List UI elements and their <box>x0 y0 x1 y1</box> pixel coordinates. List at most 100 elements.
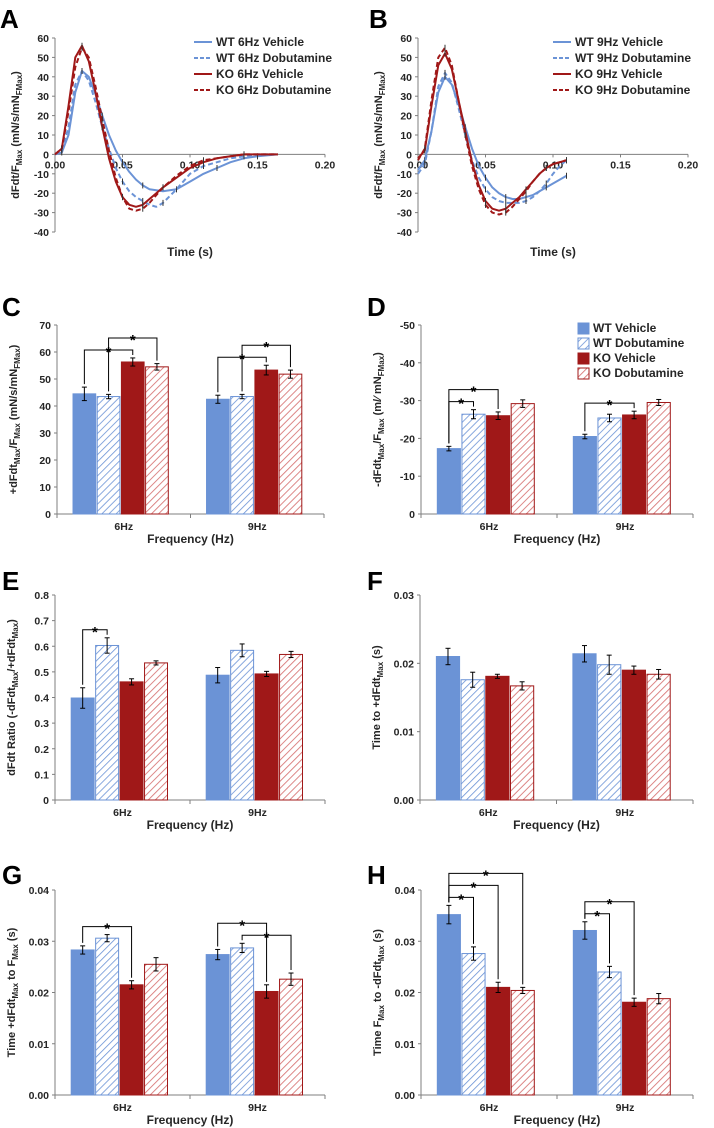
bar-d-4-2 <box>646 401 671 515</box>
bar-d-4-1 <box>510 403 535 515</box>
panel-e: E 0 0.1 0.2 0.3 0.4 0.5 0.6 0.7 0.8 6Hz 9Hz Frequenc… <box>2 566 326 832</box>
significance-star: * <box>458 396 464 413</box>
bar-e-2-2 <box>230 649 255 801</box>
legend-label: WT 9Hz Vehicle <box>575 35 663 49</box>
bar-h-3-1 <box>486 986 511 1096</box>
series-line-3 <box>417 52 567 212</box>
y-axis-label: dFdt/FMax (mN/s/mNFMax) <box>10 71 24 199</box>
bar-g-4-1 <box>144 963 169 1096</box>
panel-c: C 0 10 20 30 40 50 60 70 6Hz 9Hz Frequency (Hz) +dFd… <box>2 292 325 546</box>
x-tick-label: 9Hz <box>248 521 267 533</box>
y-tick-label: 0.3 <box>34 718 49 730</box>
y-tick-label: 60 <box>39 347 51 359</box>
bar-f-4-1 <box>509 685 535 801</box>
y-axis-label-text: Time +dFdtMax to FMax (s) <box>6 927 20 1057</box>
significance-star: * <box>607 896 613 913</box>
y-tick-label: 0.00 <box>29 1090 50 1102</box>
legend-label: WT 6Hz Vehicle <box>216 35 304 49</box>
x-tick-label: 6Hz <box>480 521 499 533</box>
y-axis-label: dFdt/FMax (mN/s/mNFMax) <box>373 71 387 199</box>
y-tick-label: 0.04 <box>29 885 50 897</box>
y-axis-label-text: -dFdtMax/FMax (m/∕ mNFMax) <box>372 352 386 487</box>
x-axis-label: Frequency (Hz) <box>514 1113 601 1127</box>
y-axis-label-text: dFdt/FMax (mN/s/mNFMax) <box>373 71 387 199</box>
bar-d-3-1 <box>486 415 511 515</box>
y-tick-label: 0 <box>45 509 51 521</box>
y-tick-label: -30 <box>400 396 415 408</box>
y-tick-label: 0 <box>43 149 49 161</box>
y-tick-label: -10 <box>397 169 412 181</box>
y-tick-label: 0.8 <box>34 590 49 602</box>
x-tick-label: 0.15 <box>610 159 631 171</box>
y-tick-label: 0.2 <box>34 744 49 756</box>
y-tick-label: 50 <box>37 52 49 64</box>
bar-d-2-2 <box>597 417 622 515</box>
y-axis-label: -dFdtMax/FMax (m/∕ mNFMax) <box>372 352 386 487</box>
y-tick-label: 0.5 <box>34 667 49 679</box>
y-tick-label: 40 <box>37 72 49 84</box>
bar-c-3-1 <box>120 361 145 515</box>
y-tick-label: -30 <box>34 208 49 220</box>
legend-label: KO 6Hz Vehicle <box>216 67 304 81</box>
legend-label: WT 6Hz Dobutamine <box>216 51 332 65</box>
y-tick-label: 50 <box>39 374 51 386</box>
y-tick-label: 0.01 <box>395 1039 416 1051</box>
x-axis-label: Time (s) <box>167 245 213 259</box>
y-tick-label: 60 <box>400 33 412 45</box>
significance-bracket <box>584 901 635 996</box>
significance-star: * <box>104 921 110 938</box>
bar-f-4-2 <box>646 673 671 801</box>
x-tick-label: 6Hz <box>113 1102 132 1114</box>
bar-e-1-2 <box>205 674 230 801</box>
panel-letter: F <box>367 566 383 596</box>
bar-e-3-1 <box>119 681 144 801</box>
x-tick-label: 0.15 <box>247 159 268 171</box>
y-tick-label: 0.03 <box>395 936 416 948</box>
x-tick-label: 9Hz <box>248 1102 267 1114</box>
panel-d: D 0 -10 -20 -30 -40 -50 6Hz 9Hz Frequency (Hz) -dF… <box>367 292 694 546</box>
x-tick-label: 0.20 <box>315 159 336 171</box>
panel-letter: H <box>367 860 386 890</box>
bar-d-2-1 <box>461 413 486 515</box>
x-tick-label: 6Hz <box>480 1102 499 1114</box>
bar-h-4-2 <box>646 998 671 1096</box>
y-axis-label: Time +dFdtMax to FMax (s) <box>6 927 20 1057</box>
significance-star: * <box>607 397 613 414</box>
x-axis-label: Time (s) <box>530 245 576 259</box>
y-tick-label: 0.00 <box>394 795 415 807</box>
y-tick-label: 0 <box>406 149 412 161</box>
significance-star: * <box>264 929 270 946</box>
y-tick-label: 0.7 <box>34 616 49 628</box>
legend-label: KO 9Hz Vehicle <box>575 67 663 81</box>
y-tick-label: -10 <box>34 169 49 181</box>
bar-e-3-2 <box>254 673 279 801</box>
x-tick-label: 0.20 <box>678 159 699 171</box>
series-line-2 <box>417 71 568 204</box>
bar-c-1-1 <box>72 393 97 515</box>
bar-c-4-2 <box>278 373 303 515</box>
significance-bracket <box>241 934 292 971</box>
legend-swatch <box>577 337 590 350</box>
bar-g-2-1 <box>95 937 120 1096</box>
bar-g-2-2 <box>230 947 255 1096</box>
y-axis-label-text: dFdt/FMax (mN/s/mNFMax) <box>10 71 24 199</box>
y-tick-label: 40 <box>400 72 412 84</box>
y-tick-label: 30 <box>39 428 51 440</box>
panel-letter: C <box>2 292 21 322</box>
x-tick-label: 6Hz <box>114 521 133 533</box>
panel-h: H 0.00 0.01 0.02 0.03 0.04 6Hz 9Hz Frequency (Hz… <box>367 860 694 1127</box>
bar-f-1-1 <box>435 656 461 801</box>
x-tick-label: 9Hz <box>248 807 267 819</box>
bar-h-1-2 <box>572 929 597 1096</box>
bar-f-2-2 <box>597 664 622 801</box>
x-axis-label: Frequency (Hz) <box>514 532 601 546</box>
significance-bracket <box>448 401 474 444</box>
legend-label: KO Dobutamine <box>593 366 684 380</box>
bar-g-1-1 <box>70 949 95 1096</box>
y-tick-label: 70 <box>39 320 51 332</box>
y-axis-label: +dFdtMax/FMax (mN/s/mNFMax) <box>8 344 22 494</box>
y-tick-label: -20 <box>397 188 412 200</box>
bar-h-2-2 <box>597 971 622 1096</box>
